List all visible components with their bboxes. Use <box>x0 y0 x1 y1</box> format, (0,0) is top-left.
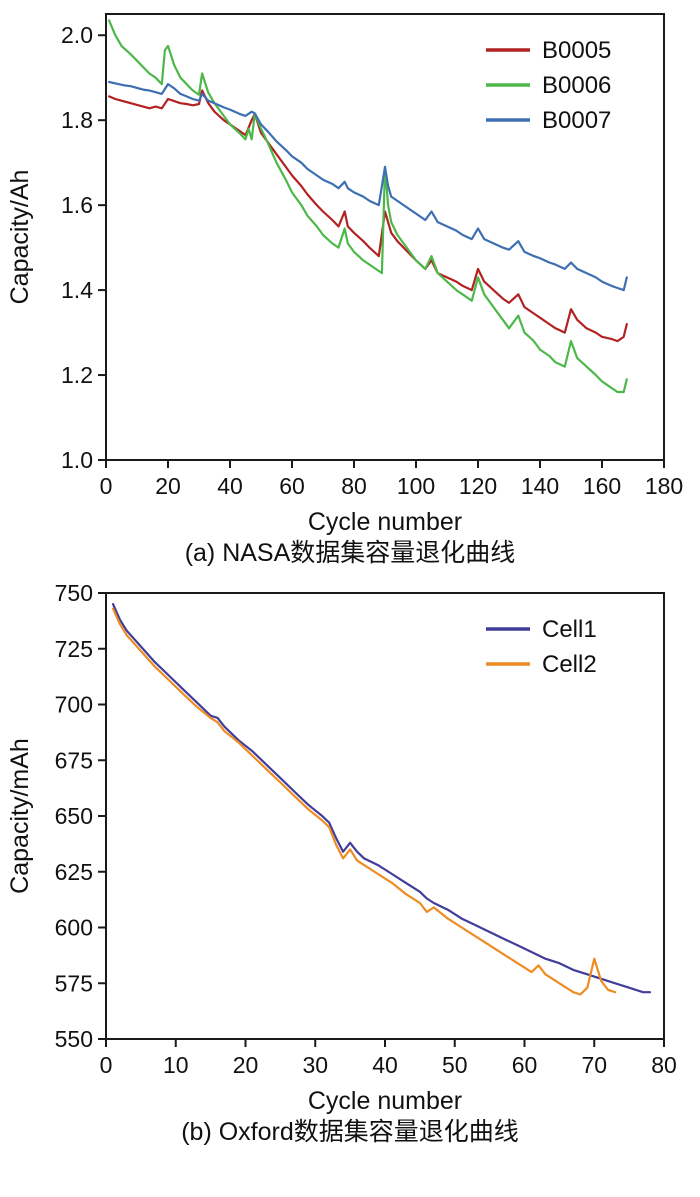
y-tick-label: 725 <box>55 636 93 662</box>
x-tick-label: 80 <box>341 473 367 499</box>
legend-label-b0007: B0007 <box>542 107 611 134</box>
y-axis-label: Capacity/Ah <box>6 170 34 305</box>
y-tick-label: 600 <box>55 915 93 941</box>
y-tick-label: 750 <box>55 581 93 606</box>
nasa-capacity-chart: 0 20 40 60 80 100 120 140 160 180 1.0 1.2 1.4 1.6 1.8 2… <box>6 13 683 535</box>
y-tick-label: 625 <box>55 859 93 885</box>
series-line-b0005 <box>107 89 628 343</box>
y-tick-label: 1.4 <box>61 277 93 303</box>
y-tick-label: 1.0 <box>61 447 93 473</box>
y-tick-label: 650 <box>55 803 93 829</box>
x-tick-label: 0 <box>100 1052 113 1078</box>
x-tick-label: 10 <box>163 1052 189 1078</box>
x-tick-label: 0 <box>100 473 113 499</box>
nasa-capacity-figure: 0 20 40 60 80 100 120 140 160 180 1.0 1.2 1.4 1.6 1.8 2… <box>0 2 700 569</box>
caption-oxford: (b) Oxford数据集容量退化曲线 <box>181 1118 519 1146</box>
x-tick-label: 100 <box>397 473 435 499</box>
series-line-cell1 <box>111 603 652 994</box>
caption-nasa: (a) NASA数据集容量退化曲线 <box>184 539 516 567</box>
legend-label-cell2: Cell2 <box>542 651 597 678</box>
figure-page: 0 20 40 60 80 100 120 140 160 180 1.0 1.2 1.4 1.6 1.8 2… <box>0 2 700 1148</box>
x-tick-label: 50 <box>442 1052 468 1078</box>
series-line-b0007 <box>107 80 628 292</box>
x-axis-label: Cycle number <box>308 1087 462 1114</box>
x-tick-label: 20 <box>155 473 181 499</box>
x-axis-label: Cycle number <box>308 508 462 535</box>
legend-label-cell1: Cell1 <box>542 616 597 643</box>
y-tick-label: 575 <box>55 970 93 996</box>
y-axis-label: Capacity/mAh <box>6 738 34 894</box>
y-tick-label: 675 <box>55 747 93 773</box>
x-tick-label: 60 <box>279 473 305 499</box>
x-tick-label: 40 <box>217 473 243 499</box>
y-tick-label: 700 <box>55 692 93 718</box>
y-tick-label: 1.2 <box>61 362 93 388</box>
plot-border <box>105 13 665 461</box>
series-line-b0006 <box>107 19 628 394</box>
x-tick-label: 60 <box>512 1052 538 1078</box>
x-tick-label: 30 <box>302 1052 328 1078</box>
legend-label-b0005: B0005 <box>542 37 611 64</box>
legend-label-b0006: B0006 <box>542 72 611 99</box>
y-tick-label: 1.8 <box>61 107 93 133</box>
y-tick-label: 2.0 <box>61 22 93 48</box>
x-tick-label: 40 <box>372 1052 398 1078</box>
x-tick-label: 160 <box>583 473 621 499</box>
oxford-capacity-figure: 0 10 20 30 40 50 60 70 80 550 575 600 625 650 675 700 72… <box>0 581 700 1148</box>
x-tick-label: 70 <box>581 1052 607 1078</box>
x-tick-label: 140 <box>521 473 559 499</box>
series-line-cell2 <box>111 607 617 996</box>
x-tick-label: 20 <box>233 1052 259 1078</box>
x-tick-label: 80 <box>651 1052 677 1078</box>
x-tick-label: 120 <box>459 473 497 499</box>
y-tick-label: 550 <box>55 1026 93 1052</box>
oxford-capacity-chart: 0 10 20 30 40 50 60 70 80 550 575 600 625 650 675 700 72… <box>6 581 677 1114</box>
y-tick-label: 1.6 <box>61 192 93 218</box>
x-tick-label: 180 <box>645 473 683 499</box>
